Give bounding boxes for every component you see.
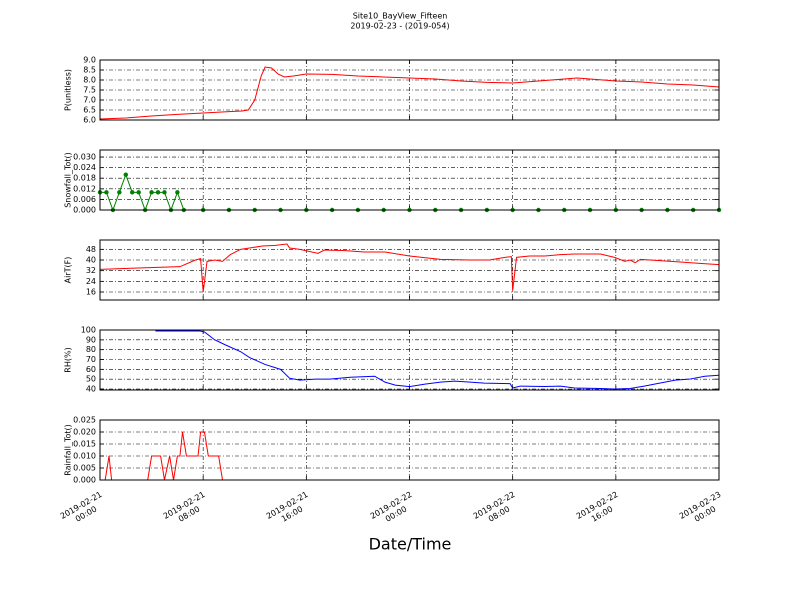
- y-tick-label: 0.020: [73, 428, 96, 437]
- y-tick-label: 60: [86, 365, 96, 374]
- y-tick-label: 0.030: [73, 153, 96, 162]
- data-point: [162, 190, 167, 195]
- y-tick-label: 80: [86, 345, 96, 354]
- y-tick-label: 7.5: [83, 86, 96, 95]
- y-tick-label: 70: [86, 355, 96, 364]
- y-tick-label: 40: [86, 256, 96, 265]
- plot-frame: [99, 149, 720, 211]
- plot-frame: [99, 419, 720, 481]
- data-line: [155, 330, 720, 390]
- y-tick-label: 90: [86, 335, 96, 344]
- y-tick-label: 0.012: [73, 184, 96, 193]
- data-point: [104, 190, 109, 195]
- data-line: [99, 66, 720, 120]
- data-point: [155, 190, 161, 195]
- y-tick-label: 0.006: [73, 195, 96, 204]
- y-axis-label: P(unitless): [64, 69, 73, 111]
- chart-subtitle: 2019-02-23 - (2019-054): [350, 22, 449, 31]
- y-tick-label: 100: [81, 326, 96, 335]
- y-tick-label: 0.025: [73, 416, 96, 425]
- y-tick-label: 0.015: [73, 440, 96, 449]
- y-axis-label: AirT(F): [64, 257, 73, 284]
- y-tick-label: 6.0: [83, 116, 96, 125]
- y-axis-label: RH(%): [64, 347, 73, 372]
- chart-title: Site10_BayView_Fifteen: [353, 12, 448, 21]
- data-point: [123, 172, 128, 177]
- data-point: [136, 190, 141, 195]
- plot-frame: [99, 329, 720, 391]
- data-line: [99, 243, 720, 293]
- data-point: [130, 190, 135, 195]
- y-tick-label: 6.5: [83, 106, 96, 115]
- y-tick-label: 24: [86, 277, 96, 286]
- data-point: [175, 190, 180, 195]
- x-axis-label: Date/Time: [369, 535, 452, 554]
- y-tick-label: 16: [86, 288, 96, 297]
- y-tick-label: 8.5: [83, 66, 96, 75]
- y-tick-label: 7.0: [83, 96, 96, 105]
- y-tick-label: 0.010: [73, 452, 96, 461]
- y-tick-label: 48: [86, 245, 96, 254]
- y-tick-label: 50: [86, 375, 96, 384]
- data-point: [149, 190, 154, 195]
- y-axis-label: Snowfall_Tot(): [64, 152, 73, 208]
- y-axis-label: Rainfall_Tot(): [64, 424, 73, 476]
- y-tick-label: 0.005: [73, 464, 96, 473]
- y-tick-label: 8.0: [83, 76, 96, 85]
- y-tick-label: 0.024: [73, 163, 96, 172]
- y-tick-label: 0.000: [73, 476, 96, 485]
- y-tick-label: 0.018: [73, 174, 96, 183]
- data-point: [117, 190, 122, 195]
- y-tick-label: 9.0: [83, 56, 96, 65]
- y-tick-label: 32: [86, 266, 96, 275]
- plot-frame: [99, 239, 720, 301]
- y-tick-label: 40: [86, 385, 96, 394]
- y-tick-label: 0.000: [73, 206, 96, 215]
- plot-frame: [99, 59, 720, 121]
